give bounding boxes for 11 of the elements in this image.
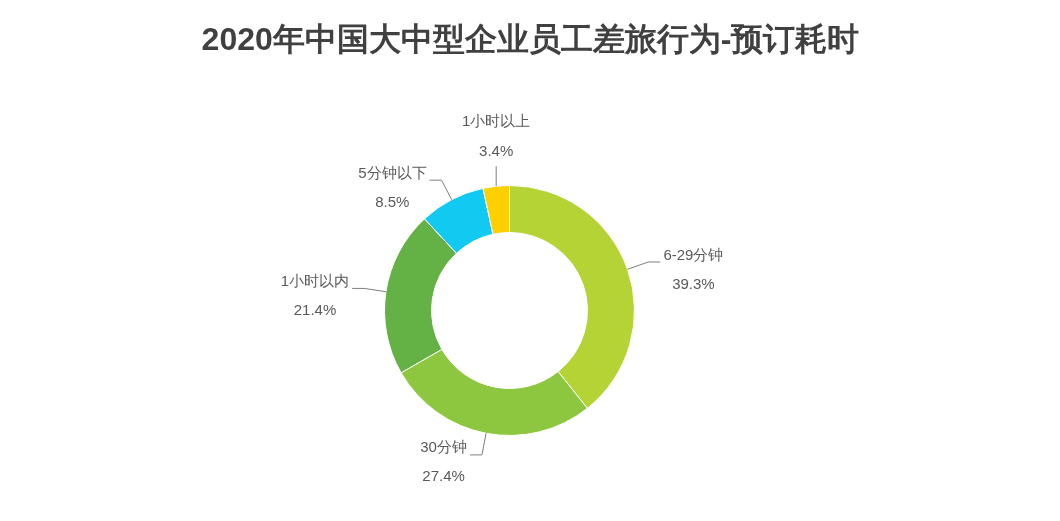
data-label: 21.4% [293, 300, 337, 318]
data-label: 3.4% [479, 141, 514, 159]
slice-label: 6-29分钟 [663, 245, 724, 263]
data-label: 27.4% [422, 467, 465, 485]
slice-label: 1小时以内 [280, 271, 350, 289]
slice-label: 30分钟 [420, 438, 467, 456]
slice-label: 1小时以上 [462, 111, 531, 129]
chart-title: 2020年中国大中型企业员工差旅行为-预订耗时 [201, 20, 860, 57]
slice-label: 5分钟以下 [358, 163, 427, 181]
data-label: 39.3% [672, 274, 715, 292]
data-label: 8.5% [375, 192, 410, 210]
